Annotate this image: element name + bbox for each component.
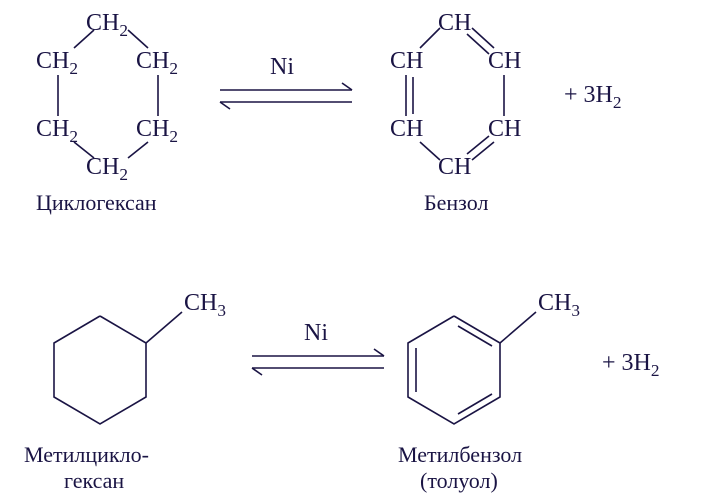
reaction2-product: + 3H2 — [602, 350, 660, 377]
caption-methylcyclohexane-l2: гексан — [64, 468, 124, 494]
caption-methylcyclohexane-l1: Метилцикло- — [24, 442, 149, 468]
caption-toluene-l2: (толуол) — [420, 468, 498, 494]
reaction2-arrow — [0, 0, 702, 504]
diagram-root: CH2 CH2 CH2 CH2 CH2 CH2 CH CH CH CH CH C… — [0, 0, 702, 504]
caption-toluene-l1: Метилбензол — [398, 442, 522, 468]
